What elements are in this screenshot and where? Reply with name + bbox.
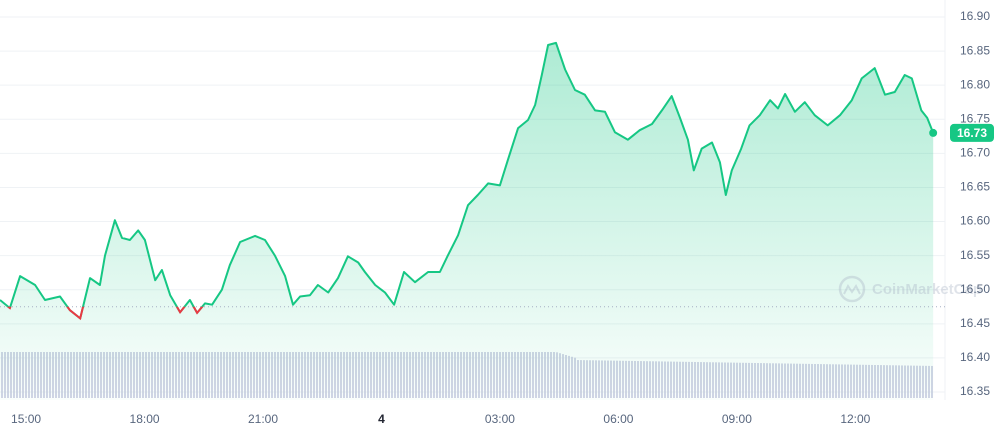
y-tick-label: 16.40 — [960, 350, 990, 364]
price-line — [0, 41, 935, 320]
y-tick-label: 16.80 — [960, 77, 990, 91]
x-tick-label: 06:00 — [603, 412, 633, 426]
y-tick-label: 16.70 — [960, 146, 990, 160]
y-tick-label: 16.55 — [960, 248, 990, 262]
x-tick-label: 15:00 — [11, 412, 41, 426]
x-tick-label: 18:00 — [130, 412, 160, 426]
x-tick-label: 4 — [378, 412, 385, 426]
x-tick-label: 12:00 — [840, 412, 870, 426]
y-tick-label: 16.75 — [960, 111, 990, 125]
watermark: CoinMarketCap — [838, 275, 982, 303]
y-tick-label: 16.50 — [960, 282, 990, 296]
x-tick-label: 09:00 — [722, 412, 752, 426]
y-tick-label: 16.35 — [960, 384, 990, 398]
last-price-label: 16.73 — [957, 126, 987, 140]
watermark-text: CoinMarketCap — [872, 281, 982, 298]
y-tick-label: 16.65 — [960, 180, 990, 194]
y-tick-label: 16.90 — [960, 9, 990, 23]
last-price-badge — [950, 123, 994, 142]
y-tick-label: 16.45 — [960, 316, 990, 330]
last-point — [929, 128, 938, 137]
x-tick-label: 21:00 — [248, 412, 278, 426]
y-tick-label: 16.85 — [960, 43, 990, 57]
y-tick-label: 16.60 — [960, 214, 990, 228]
area — [0, 42, 934, 401]
x-tick-label: 03:00 — [485, 412, 515, 426]
